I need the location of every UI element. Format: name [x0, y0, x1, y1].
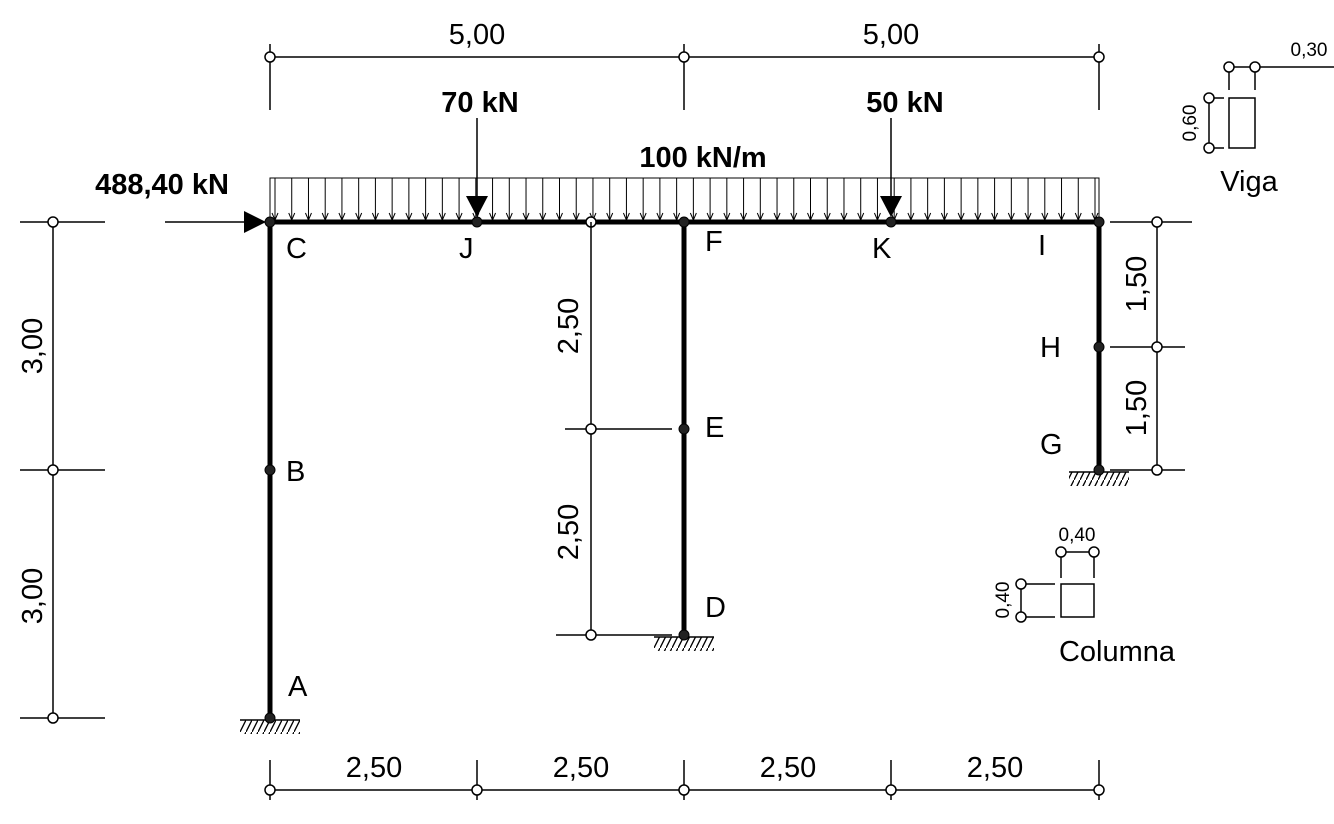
- dimension-bottom-2: 2,50: [553, 752, 609, 784]
- horizontal-load-arrow: [165, 211, 266, 233]
- dimension-middle: [556, 222, 672, 640]
- viga-width-label: 0,30: [1291, 40, 1328, 61]
- node-J: [472, 217, 482, 227]
- label-B: B: [286, 456, 305, 488]
- node-D: [679, 630, 689, 640]
- label-F: F: [705, 226, 723, 258]
- label-H: H: [1040, 332, 1061, 364]
- dimension-middle-upper: 2,50: [553, 298, 585, 354]
- label-C: C: [286, 233, 307, 265]
- label-I: I: [1038, 230, 1046, 262]
- label-K: K: [872, 233, 892, 265]
- dimension-left-upper: 3,00: [17, 318, 49, 374]
- distributed-load-arrows: [272, 178, 1098, 220]
- viga-section-rect: [1229, 98, 1255, 148]
- horizontal-load-label: 488,40 kN: [95, 169, 229, 201]
- node-B: [265, 465, 275, 475]
- node-A: [265, 713, 275, 723]
- label-D: D: [705, 592, 726, 624]
- node-I: [1094, 217, 1104, 227]
- dimension-top: [265, 44, 1104, 110]
- distributed-load-label: 100 kN/m: [639, 142, 766, 174]
- viga-height-label: 0,60: [1180, 105, 1201, 142]
- columna-title: Columna: [1059, 636, 1176, 668]
- columna-section-rect: [1061, 584, 1094, 617]
- viga-title: Viga: [1220, 166, 1278, 198]
- node-G: [1094, 465, 1104, 475]
- point-load-J-arrow: [466, 118, 488, 217]
- viga-section: [1204, 62, 1334, 153]
- node-F: [679, 217, 689, 227]
- node-C: [265, 217, 275, 227]
- point-load-K-arrow: [880, 118, 902, 217]
- node-H: [1094, 342, 1104, 352]
- label-A: A: [288, 671, 308, 703]
- dimension-left-lower: 3,00: [17, 568, 49, 624]
- columna-height-label: 0,40: [993, 582, 1014, 619]
- dimension-left: [20, 217, 105, 723]
- dimension-right-upper: 1,50: [1121, 256, 1153, 312]
- point-load-K-label: 50 kN: [866, 87, 943, 119]
- dimension-bottom-4: 2,50: [967, 752, 1023, 784]
- dimension-top-left: 5,00: [449, 19, 505, 51]
- label-G: G: [1040, 429, 1063, 461]
- dimension-right-lower: 1,50: [1121, 380, 1153, 436]
- label-J: J: [459, 233, 474, 265]
- dimension-top-right: 5,00: [863, 19, 919, 51]
- dimension-middle-lower: 2,50: [553, 504, 585, 560]
- columna-section: [1016, 547, 1099, 622]
- dimension-bottom-1: 2,50: [346, 752, 402, 784]
- label-E: E: [705, 412, 724, 444]
- dimension-bottom-3: 2,50: [760, 752, 816, 784]
- node-K: [886, 217, 896, 227]
- point-load-J-label: 70 kN: [441, 87, 518, 119]
- distributed-load: [270, 178, 1099, 222]
- node-E: [679, 424, 689, 434]
- columna-width-label: 0,40: [1059, 525, 1096, 546]
